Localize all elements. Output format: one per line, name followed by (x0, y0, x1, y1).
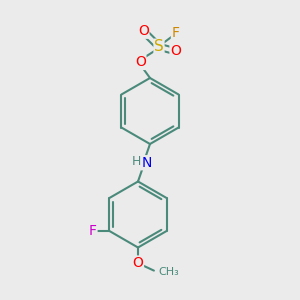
Text: CH₃: CH₃ (158, 267, 179, 277)
Text: S: S (154, 39, 164, 54)
Text: O: O (133, 256, 143, 270)
Text: H: H (132, 155, 141, 168)
Text: N: N (141, 156, 152, 170)
Text: F: F (89, 224, 97, 238)
Text: O: O (138, 24, 149, 38)
Text: F: F (172, 26, 179, 40)
Text: O: O (170, 44, 181, 58)
Text: O: O (135, 56, 146, 69)
